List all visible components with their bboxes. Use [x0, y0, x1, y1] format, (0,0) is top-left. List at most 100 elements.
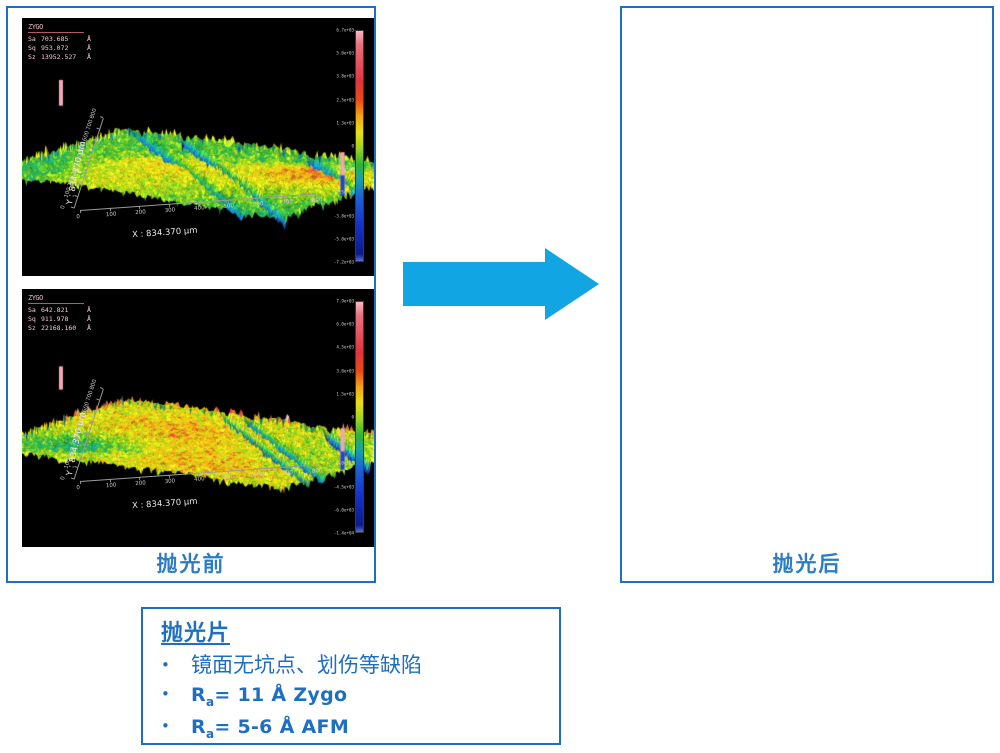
summary-note-box: 抛光片 • 镜面无坑点、划伤等缺陷 • Ra= 11 Å Zygo • Ra= 5-6…: [141, 607, 561, 745]
stat-row-sq-1: Sq 953.072 Å: [28, 44, 120, 53]
colorbar-gradient: [355, 30, 364, 262]
caption-before: 抛光前: [156, 552, 226, 576]
surface-canvas: [22, 18, 374, 276]
zygo-scan-panel-1[interactable]: 0 100 200 300 400 500 600 700 800 X : 834.370 µm 0…: [22, 18, 374, 276]
stat-unit: Å: [87, 306, 91, 314]
stat-value: 911.978: [41, 315, 69, 323]
x-axis-tick: [285, 195, 288, 199]
process-arrow: [403, 248, 599, 320]
colorbar-tick-label: 4.5e+03: [336, 344, 354, 350]
colorbar-tick-label: 3.0e+03: [336, 368, 354, 374]
stat-row-sz-1: Sz 13952.527 Å: [28, 53, 120, 62]
stat-row-sq-2: Sq 911.978 Å: [28, 315, 120, 324]
ra-rest: = 5-6 Å AFM: [214, 716, 350, 738]
x-tick-label: 300: [164, 478, 176, 486]
x-axis-tick: [138, 205, 141, 209]
colorbar-tick-label: -3.8e+03: [333, 213, 354, 219]
caption-after: 抛光后: [772, 552, 842, 576]
colorbar-2: 7.9e+03 6.0e+03 4.5e+03 3.0e+03 1.5e+03 0 -1.5…: [330, 298, 370, 536]
note-item-2: • Ra= 5-6 Å AFM: [161, 714, 349, 741]
x-axis-tick: [79, 480, 82, 484]
x-axis-tick: [285, 466, 288, 470]
stat-name: Sz: [28, 324, 36, 332]
stat-value: 703.685: [41, 35, 69, 43]
x-tick-label: 400: [193, 476, 205, 484]
stat-unit: Å: [87, 35, 91, 43]
note-item-text: 镜面无坑点、划伤等缺陷: [191, 653, 422, 677]
x-axis-tick: [315, 464, 317, 468]
stat-row-sz-2: Sz 22168.160 Å: [28, 324, 120, 333]
colorbar-tick-label: 1.5e+03: [336, 391, 354, 397]
x-tick-label: 0: [76, 485, 81, 492]
x-tick-label: 100: [105, 482, 117, 490]
colorbar-tick-label: -1.3e+03: [333, 166, 354, 172]
colorbar-tick-label: -5.0e+03: [333, 236, 354, 242]
x-axis-tick: [168, 474, 170, 478]
stat-value: 642.821: [41, 306, 69, 314]
zygo-scan-panel-2[interactable]: 0 100 200 300 400 500 600 700 800 X : 834.370 µm 0…: [22, 289, 374, 547]
colorbar-tick-label: -4.5e+03: [333, 484, 354, 490]
stat-value: 22168.160: [41, 324, 77, 332]
x-axis-tick: [227, 470, 229, 474]
x-tick-label: 300: [164, 207, 176, 215]
colorbar-tick-label: -1.4e+04: [333, 530, 354, 536]
colorbar-ticks: 7.9e+03 6.0e+03 4.5e+03 3.0e+03 1.5e+03 0 -1.5…: [330, 298, 354, 536]
colorbar-tick-label: -6.0e+03: [333, 507, 354, 513]
surface-canvas: [22, 289, 374, 547]
x-tick-label: 200: [135, 480, 147, 488]
colorbar-tick-label: 0: [351, 414, 354, 420]
stat-unit: Å: [87, 324, 91, 332]
stat-name: Sa: [28, 306, 36, 314]
colorbar-tick-label: -2.5e+03: [333, 189, 354, 195]
ra-subscript: a: [205, 726, 215, 741]
x-tick-label: 800: [311, 468, 323, 475]
ra-base: R: [191, 684, 206, 706]
stats-block-1: ZYGO Sa 703.685 Å Sq 953.072 Å Sz 13952.527 Å: [28, 23, 120, 62]
x-axis-tick: [256, 197, 258, 201]
note-item-text: Ra= 11 Å Zygo: [191, 684, 347, 709]
colorbar-tick-label: 7.9e+03: [336, 298, 354, 304]
stat-name: Sa: [28, 35, 36, 43]
colorbar-tick-label: 2.5e+03: [336, 97, 354, 103]
colorbar-tick-label: 6.0e+03: [336, 321, 354, 327]
bullet-icon: •: [161, 685, 170, 703]
stat-row-sa-2: Sa 642.821 Å: [28, 306, 120, 315]
x-tick-label: 0: [76, 214, 81, 221]
stat-name: Sq: [28, 44, 36, 52]
x-axis-tick: [197, 472, 199, 476]
colorbar-tick-label: 5.0e+03: [336, 50, 354, 56]
zygo-logo-1: ZYGO: [28, 23, 84, 33]
colorbar-tick-label: 3.8e+03: [336, 73, 354, 79]
x-axis-tick: [227, 199, 229, 203]
colorbar-tick-label: -7.2e+03: [333, 259, 354, 265]
x-tick-label: 400: [193, 205, 205, 213]
bullet-icon: •: [161, 656, 170, 674]
x-axis-tick: [109, 478, 111, 482]
x-tick-label: 800: [311, 197, 323, 204]
surface-plot-2: 0 100 200 300 400 500 600 700 800 X : 834.370 µm 0…: [22, 289, 374, 547]
x-axis-tick: [79, 209, 82, 213]
x-axis-tick: [168, 203, 170, 207]
x-axis-tick: [138, 476, 141, 480]
x-tick-label: 700: [282, 199, 294, 206]
colorbar-tick-label: -1.5e+03: [333, 437, 354, 443]
stat-value: 13952.527: [41, 53, 77, 61]
colorbar-tick-label: -3.0e+03: [333, 460, 354, 466]
stat-row-sa-1: Sa 703.685 Å: [28, 35, 120, 44]
x-tick-label: 100: [105, 211, 117, 219]
colorbar-gradient: [355, 301, 364, 533]
x-axis-tick: [256, 468, 258, 472]
stats-block-2: ZYGO Sa 642.821 Å Sq 911.978 Å Sz 22168.160 Å: [28, 294, 120, 333]
x-tick-label: 600: [252, 201, 264, 208]
surface-plot-1: 0 100 200 300 400 500 600 700 800 X : 834.370 µm 0…: [22, 18, 374, 276]
note-item-text: Ra= 5-6 Å AFM: [191, 716, 350, 741]
group-before-polishing: 0 100 200 300 400 500 600 700 800 X : 834.370 µm 0…: [6, 6, 376, 583]
x-tick-label: 500: [223, 474, 235, 481]
bullet-icon: •: [161, 717, 170, 735]
colorbar-1: 6.7e+03 5.0e+03 3.8e+03 2.5e+03 1.3e+03 0 -1.3…: [330, 28, 370, 265]
note-item-0: • 镜面无坑点、划伤等缺陷: [161, 649, 422, 679]
x-axis-tick: [109, 207, 111, 211]
x-tick-label: 500: [223, 203, 235, 210]
